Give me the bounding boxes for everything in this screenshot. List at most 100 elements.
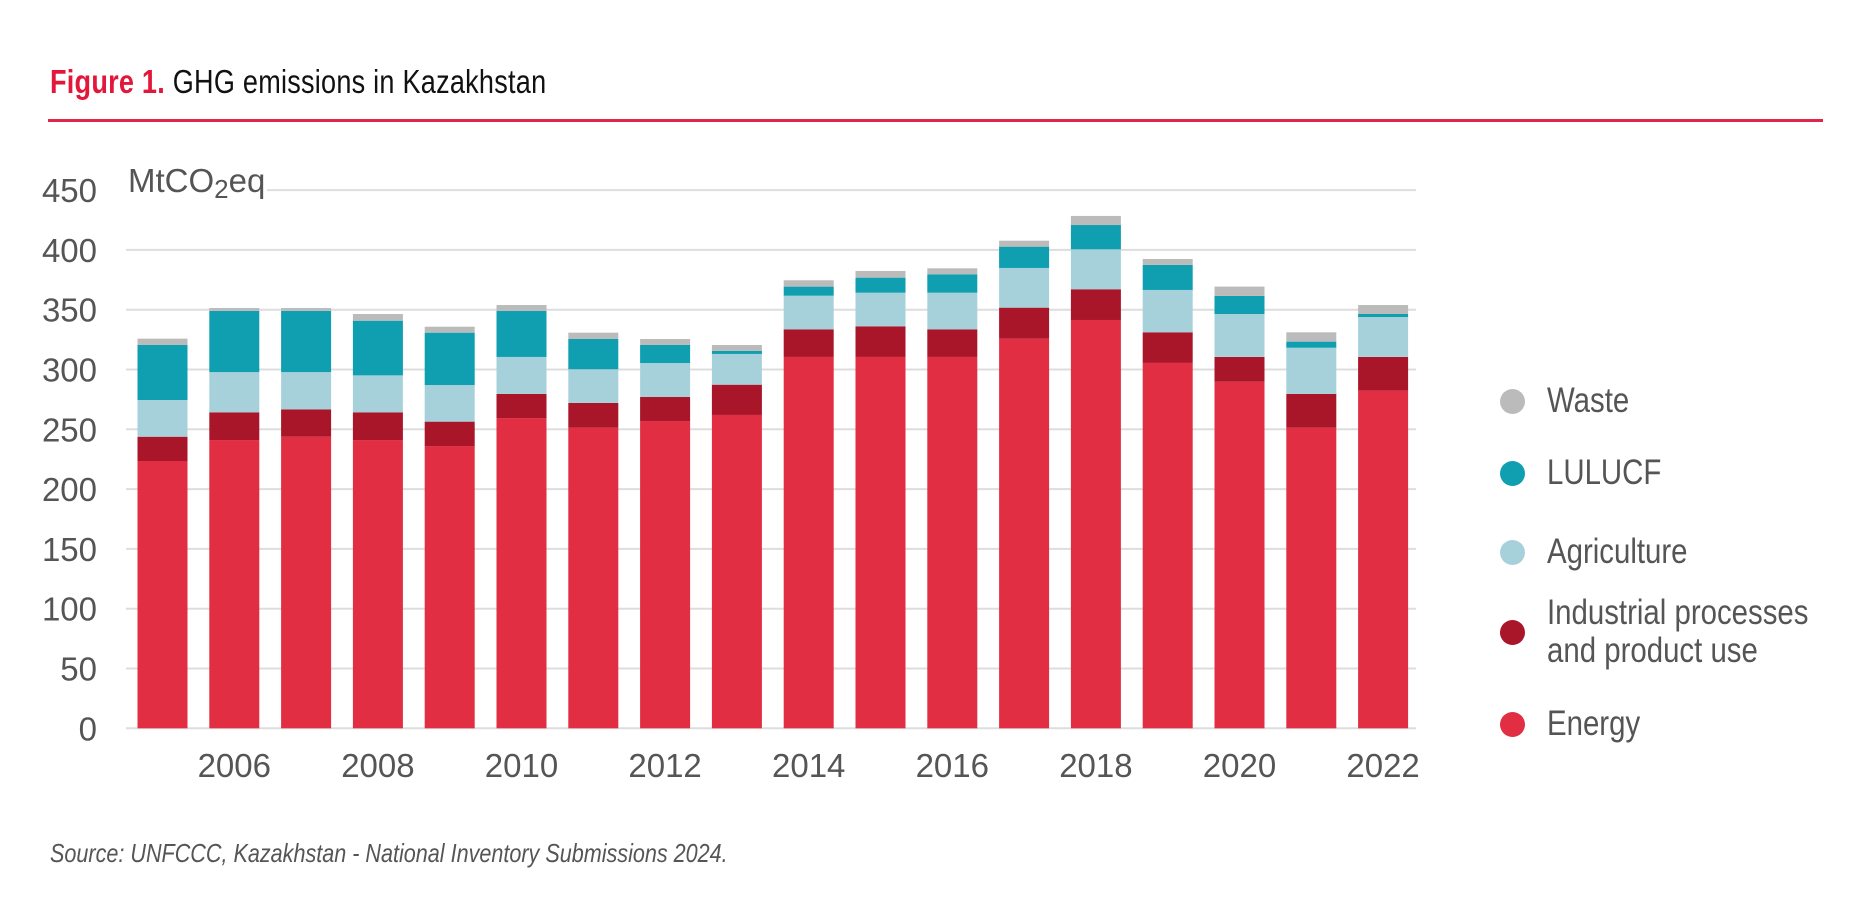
bar-segment-waste-2013 bbox=[711, 344, 762, 351]
bar-segment-lulucf-2011 bbox=[568, 339, 619, 370]
legend-item-energy: Energy bbox=[1500, 705, 1658, 743]
bar-segment-industrial-2018 bbox=[1070, 289, 1121, 320]
legend-dot-energy-icon bbox=[1500, 711, 1525, 737]
legend-dot-industrial-icon bbox=[1500, 619, 1525, 645]
bar-segment-agriculture-2021 bbox=[1286, 347, 1337, 394]
x-tick-label: 2006 bbox=[198, 747, 271, 784]
y-axis-ticks: 0 50 100 150 200 250 300 350 400 450 bbox=[42, 172, 97, 747]
bar-2016 bbox=[927, 268, 978, 729]
legend-item-industrial: Industrial processes and product use bbox=[1500, 594, 1858, 670]
bar-segment-agriculture-2009 bbox=[424, 385, 475, 422]
bar-segment-lulucf-2013 bbox=[711, 350, 762, 354]
bar-segment-energy-2008 bbox=[352, 440, 403, 729]
bar-segment-lulucf-2022 bbox=[1358, 314, 1409, 317]
bar-segment-industrial-2016 bbox=[927, 329, 978, 357]
bar-segment-industrial-2007 bbox=[281, 409, 332, 437]
bar-segment-waste-2022 bbox=[1358, 305, 1409, 315]
y-tick-label: 200 bbox=[42, 471, 97, 508]
bar-segment-agriculture-2022 bbox=[1358, 316, 1409, 357]
source-note: Source: UNFCCC, Kazakhstan - National In… bbox=[50, 838, 728, 868]
bar-segment-lulucf-2007 bbox=[281, 310, 332, 373]
bar-segment-industrial-2011 bbox=[568, 402, 619, 428]
bar-2007 bbox=[281, 308, 332, 729]
legend-dot-agriculture-icon bbox=[1500, 539, 1525, 565]
bar-segment-waste-2016 bbox=[927, 268, 978, 275]
bar-segment-waste-2021 bbox=[1286, 332, 1337, 342]
bar-2019 bbox=[1142, 258, 1193, 729]
legend-label: LULUCF bbox=[1547, 453, 1662, 492]
bar-2009 bbox=[424, 326, 475, 729]
bar-2011 bbox=[568, 332, 619, 729]
bar-segment-energy-2020 bbox=[1214, 381, 1265, 729]
bar-segment-energy-2006 bbox=[209, 440, 260, 729]
bar-2005 bbox=[137, 338, 188, 729]
bar-segment-energy-2016 bbox=[927, 356, 978, 729]
bar-segment-agriculture-2012 bbox=[640, 363, 691, 398]
bar-segment-industrial-2019 bbox=[1142, 332, 1193, 363]
y-tick-label: 0 bbox=[79, 710, 97, 747]
bar-segment-industrial-2020 bbox=[1214, 356, 1265, 382]
bar-segment-agriculture-2011 bbox=[568, 369, 619, 403]
y-tick-label: 50 bbox=[60, 651, 97, 688]
bar-2017 bbox=[999, 240, 1050, 729]
bar-segment-lulucf-2010 bbox=[496, 311, 547, 357]
bar-segment-lulucf-2021 bbox=[1286, 341, 1337, 348]
bar-segment-lulucf-2016 bbox=[927, 274, 978, 293]
x-tick-label: 2016 bbox=[916, 747, 989, 784]
figure-number: Figure 1. bbox=[50, 63, 165, 100]
bar-segment-waste-2020 bbox=[1214, 286, 1265, 296]
bar-segment-industrial-2008 bbox=[352, 412, 403, 441]
bars bbox=[137, 215, 1409, 729]
bar-segment-agriculture-2017 bbox=[999, 267, 1050, 308]
legend-dot-lulucf-icon bbox=[1500, 460, 1525, 486]
bar-segment-waste-2008 bbox=[352, 314, 403, 321]
bar-segment-industrial-2005 bbox=[137, 436, 188, 461]
figure-title-text: GHG emissions in Kazakhstan bbox=[164, 63, 547, 100]
bar-segment-energy-2019 bbox=[1142, 362, 1193, 729]
bar-2021 bbox=[1286, 332, 1337, 729]
bar-segment-lulucf-2015 bbox=[855, 277, 906, 293]
gridlines bbox=[126, 189, 1416, 730]
bar-segment-waste-2007 bbox=[281, 308, 332, 311]
y-tick-label: 150 bbox=[42, 531, 97, 568]
bar-segment-industrial-2010 bbox=[496, 393, 547, 419]
bar-2012 bbox=[640, 339, 691, 729]
bar-2022 bbox=[1358, 305, 1409, 729]
bar-2018 bbox=[1070, 215, 1121, 729]
bar-segment-energy-2011 bbox=[568, 427, 619, 729]
bar-segment-industrial-2017 bbox=[999, 307, 1050, 339]
y-axis-unit-label: MtCO2eq bbox=[128, 162, 265, 204]
bar-segment-lulucf-2008 bbox=[352, 320, 403, 376]
bar-segment-agriculture-2019 bbox=[1142, 289, 1193, 333]
bar-2010 bbox=[496, 305, 547, 729]
bar-segment-lulucf-2006 bbox=[209, 310, 260, 373]
legend-dot-waste-icon bbox=[1500, 388, 1525, 414]
bar-segment-agriculture-2020 bbox=[1214, 314, 1265, 357]
bar-2014 bbox=[783, 280, 834, 729]
bar-segment-agriculture-2007 bbox=[281, 372, 332, 410]
bar-segment-agriculture-2005 bbox=[137, 399, 188, 437]
y-tick-label: 450 bbox=[42, 172, 97, 209]
bar-segment-agriculture-2014 bbox=[783, 295, 834, 330]
bar-segment-energy-2010 bbox=[496, 418, 547, 729]
bar-segment-energy-2017 bbox=[999, 338, 1050, 729]
bar-segment-agriculture-2013 bbox=[711, 353, 762, 385]
bar-segment-waste-2012 bbox=[640, 339, 691, 345]
bar-segment-waste-2009 bbox=[424, 326, 475, 333]
y-tick-label: 400 bbox=[42, 232, 97, 269]
bar-2015 bbox=[855, 270, 906, 729]
bar-segment-energy-2012 bbox=[640, 421, 691, 729]
y-tick-label: 300 bbox=[42, 352, 97, 389]
bar-segment-lulucf-2014 bbox=[783, 286, 834, 296]
bar-segment-industrial-2014 bbox=[783, 329, 834, 357]
title-divider bbox=[48, 119, 1823, 122]
bar-segment-agriculture-2016 bbox=[927, 292, 978, 330]
legend-label-line: and product use bbox=[1547, 631, 1758, 670]
bar-segment-energy-2018 bbox=[1070, 319, 1121, 729]
legend-item-agriculture: Agriculture bbox=[1500, 533, 1714, 571]
x-tick-label: 2010 bbox=[485, 747, 558, 784]
bar-segment-waste-2017 bbox=[999, 240, 1050, 247]
bar-segment-industrial-2015 bbox=[855, 326, 906, 357]
bar-segment-lulucf-2012 bbox=[640, 344, 691, 364]
